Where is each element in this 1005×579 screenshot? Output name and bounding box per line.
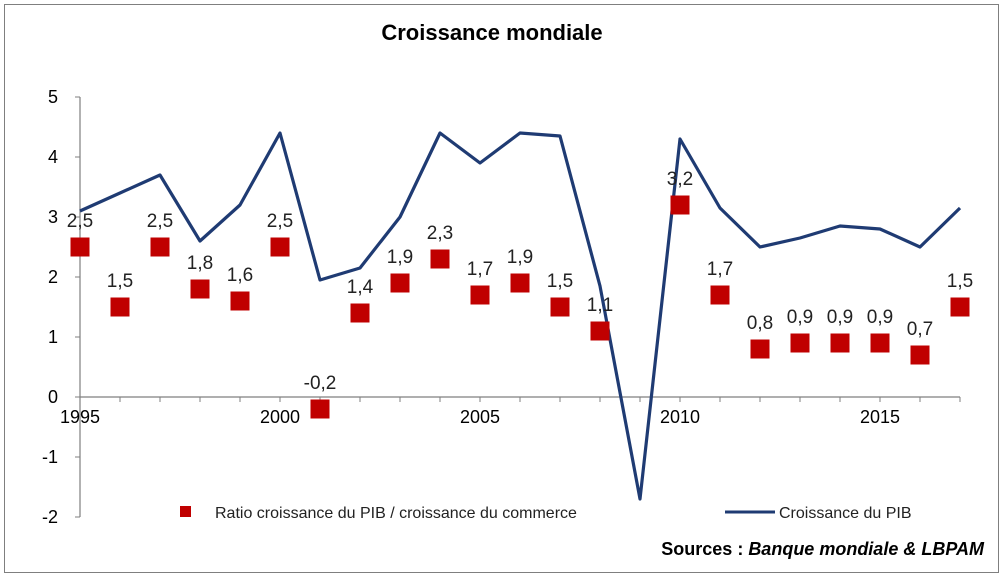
x-tick-label: 1995 (60, 407, 100, 427)
ratio-marker (830, 333, 850, 353)
ratio-marker (470, 285, 490, 305)
ratio-data-label: 1,5 (107, 271, 133, 292)
ratio-data-label: -0,2 (304, 373, 337, 394)
y-tick-label: -2 (42, 507, 58, 527)
ratio-marker (70, 237, 90, 257)
gdp-growth-series (79, 131, 962, 501)
ratio-data-label: 1,8 (187, 253, 213, 274)
y-tick-label: 0 (48, 387, 58, 407)
ratio-marker (190, 279, 210, 299)
ratio-marker (150, 237, 170, 257)
ratio-marker (110, 297, 130, 317)
ratio-data-label: 2,5 (147, 211, 173, 232)
ratio-marker (230, 291, 250, 311)
ratio-data-label: 1,5 (947, 271, 973, 292)
ratio-marker (430, 249, 450, 269)
ratio-data-label: 1,7 (707, 259, 733, 280)
y-tick-label: 1 (48, 327, 58, 347)
x-tick-label: 2015 (860, 407, 900, 427)
ratio-marker (710, 285, 730, 305)
legend: Ratio croissance du PIB / croissance du … (180, 505, 912, 522)
ratio-data-label: 1,9 (387, 247, 413, 268)
x-tick-label: 2000 (260, 407, 300, 427)
source-text: Banque mondiale & LBPAM (748, 539, 985, 559)
ratio-marker (750, 339, 770, 359)
chart-frame: Croissance mondiale 5 4 3 2 1 0 -1 -2 1995 2000 2… (4, 4, 999, 573)
y-tick-label: 2 (48, 267, 58, 287)
y-axis: 5 4 3 2 1 0 -1 -2 (42, 87, 81, 527)
x-tick-label: 2005 (460, 407, 500, 427)
ratio-marker (790, 333, 810, 353)
y-tick-label: 4 (48, 147, 58, 167)
ratio-marker (350, 303, 370, 323)
ratio-data-label: 2,5 (267, 211, 293, 232)
source-prefix: Sources : (661, 539, 748, 559)
ratio-marker (310, 399, 330, 419)
ratio-data-label: 2,3 (427, 223, 453, 244)
ratio-data-label: 0,7 (907, 319, 933, 340)
ratio-data-label: 1,7 (467, 259, 493, 280)
ratio-data-label: 0,9 (867, 307, 893, 328)
ratio-marker (950, 297, 970, 317)
ratio-data-label: 0,9 (787, 307, 813, 328)
y-tick-label: -1 (42, 447, 58, 467)
ratio-data-label: 1,9 (507, 247, 533, 268)
y-tick-label: 3 (48, 207, 58, 227)
ratio-data-label: 0,8 (747, 313, 773, 334)
x-axis: 1995 2000 2005 2010 2015 (60, 396, 961, 427)
legend-ratio-marker (180, 506, 191, 517)
y-tick-label: 5 (48, 87, 58, 107)
ratio-data-label: 1,5 (547, 271, 573, 292)
source-note: Sources : Banque mondiale & LBPAM (661, 539, 985, 559)
x-tick-label: 2010 (660, 407, 700, 427)
ratio-series: 2,5 1,5 2,5 1,8 1,6 2,5 -0,2 1,4 1,9 2,3 1,7 1,9 1,5… (67, 169, 973, 419)
ratio-marker (270, 237, 290, 257)
ratio-marker (390, 273, 410, 293)
legend-gdp-label: Croissance du PIB (779, 505, 912, 522)
ratio-marker (870, 333, 890, 353)
ratio-marker (510, 273, 530, 293)
ratio-data-label: 2,5 (67, 211, 93, 232)
chart-title: Croissance mondiale (381, 20, 602, 45)
ratio-marker (590, 321, 610, 341)
legend-ratio-label: Ratio croissance du PIB / croissance du … (215, 505, 577, 522)
ratio-marker (910, 345, 930, 365)
ratio-marker (550, 297, 570, 317)
ratio-marker (670, 195, 690, 215)
ratio-data-label: 3,2 (667, 169, 693, 190)
ratio-data-label: 1,6 (227, 265, 253, 286)
ratio-data-label: 1,4 (347, 277, 374, 298)
gdp-growth-line (79, 131, 962, 501)
ratio-data-label: 0,9 (827, 307, 853, 328)
ratio-data-label: 1,1 (587, 295, 613, 316)
